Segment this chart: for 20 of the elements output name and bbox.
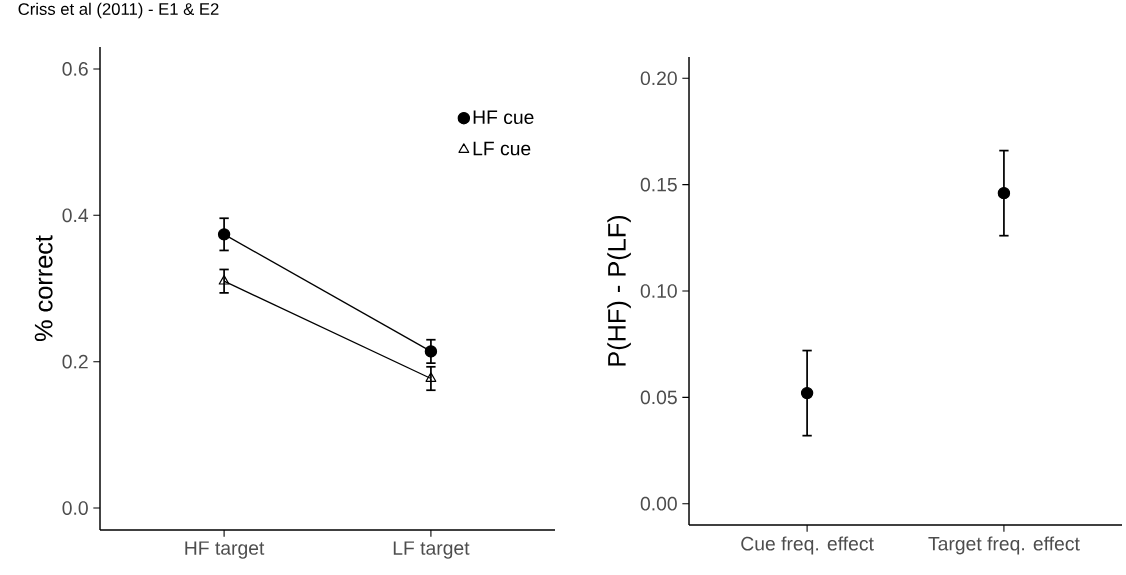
legend-label: LF cue	[473, 141, 531, 156]
y-tick-label: 0.20	[640, 71, 677, 86]
x-tick-label: Cue freq. effect	[741, 536, 874, 555]
y-tick-label: 0.0	[62, 501, 88, 515]
y-tick-label: 0.10	[640, 284, 677, 298]
y-tick-label: 0.05	[640, 390, 677, 405]
x-tick-label: HF target	[185, 541, 265, 559]
chart-title: Criss et al (2011) - E1 & E2	[18, 2, 219, 19]
y-tick-label: 0.00	[640, 496, 677, 511]
y-axis-title: % correct	[34, 235, 53, 342]
y-tick-label: 0.4	[62, 208, 89, 223]
y-axis-title: P(HF) - P(LF)	[607, 215, 631, 366]
x-tick-label: LF target	[393, 541, 470, 559]
legend-label: HF cue	[473, 110, 534, 125]
point	[424, 345, 438, 358]
point	[217, 228, 231, 241]
y-tick-label: 0.15	[640, 177, 677, 192]
y-tick-label: 0.6	[62, 62, 88, 76]
y-tick-label: 0.2	[62, 354, 88, 369]
x-tick-label: Target freq. effect	[928, 536, 1080, 555]
